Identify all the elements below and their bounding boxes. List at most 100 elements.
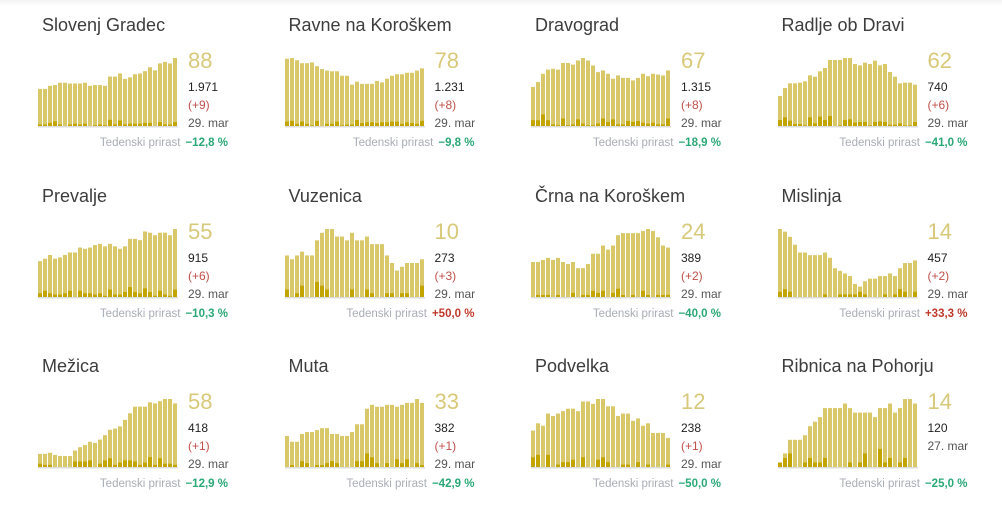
active-bar [340, 236, 344, 296]
active-bar [365, 236, 369, 296]
active-bar [290, 442, 294, 467]
new-cases-bar [636, 121, 640, 126]
active-bar [103, 246, 107, 297]
new-cases-bar [823, 294, 827, 297]
new-cases-bar [556, 465, 560, 467]
daily-increase: (+6) [928, 98, 950, 112]
new-cases-bar [128, 287, 132, 297]
active-bar [163, 62, 167, 126]
new-cases-bar [360, 461, 364, 467]
municipality-panel: Vuzenica 10 273 (+3) 29. mar Tedenski pr… [285, 181, 525, 346]
weekly-growth: Tedenski prirast+33,3 % [839, 308, 967, 320]
active-bar [641, 74, 645, 126]
new-cases-bar [300, 461, 304, 467]
growth-label: Tedenski prirast [839, 478, 920, 490]
new-cases-bar [591, 125, 595, 126]
new-cases-bar [143, 288, 147, 297]
new-cases-bar [813, 462, 817, 467]
date-label: 29. mar [188, 116, 229, 130]
new-cases-bar [350, 289, 354, 297]
active-bar [143, 231, 147, 297]
active-bar [531, 261, 535, 296]
active-bar [350, 85, 354, 126]
active-bar [410, 73, 414, 126]
new-cases-bar [828, 116, 832, 126]
panel-title: Črna na Koroškem [535, 186, 685, 207]
bar-chart [38, 54, 180, 128]
new-cases-bar [98, 124, 102, 126]
active-bar [168, 235, 172, 297]
new-cases-bar [153, 465, 157, 467]
active-bar [295, 60, 299, 126]
new-cases-bar [335, 463, 339, 467]
new-cases-bar [113, 124, 117, 126]
active-bar [370, 84, 374, 126]
active-bar [803, 435, 807, 467]
active-bar [536, 82, 540, 126]
active-bar [98, 440, 102, 467]
new-cases-bar [606, 462, 610, 467]
active-bar [345, 436, 349, 467]
new-cases-bar [400, 463, 404, 467]
active-bar [656, 237, 660, 297]
new-cases-bar [898, 289, 902, 297]
active-bar [888, 72, 892, 126]
active-cases: 58 [188, 389, 212, 415]
active-bar [571, 261, 575, 296]
new-cases-bar [863, 122, 867, 126]
active-bar [420, 403, 424, 467]
new-cases-bar [168, 295, 172, 296]
new-cases-bar [913, 291, 917, 296]
active-bar [295, 255, 299, 297]
active-bar [300, 63, 304, 126]
growth-value: −40,0 % [678, 308, 721, 320]
new-cases-bar [78, 124, 82, 126]
active-bar [656, 75, 660, 126]
active-cases: 67 [681, 48, 705, 74]
active-bar [833, 408, 837, 467]
active-bar [913, 260, 917, 297]
new-cases-bar [73, 462, 77, 467]
active-bar [636, 78, 640, 126]
new-cases-bar [365, 453, 369, 467]
x-axis-line [38, 297, 178, 299]
x-axis-line [531, 467, 671, 469]
active-bar [380, 407, 384, 467]
active-bar [133, 238, 137, 296]
new-cases-bar [596, 124, 600, 126]
new-cases-bar [661, 294, 665, 296]
growth-label: Tedenski prirast [100, 137, 181, 149]
new-cases-bar [646, 294, 650, 296]
new-cases-bar [778, 462, 782, 467]
active-bar [143, 71, 147, 126]
new-cases-bar [596, 292, 600, 296]
active-bar [626, 233, 630, 297]
active-bar [410, 403, 414, 467]
active-bar [295, 442, 299, 467]
new-cases-bar [290, 465, 294, 467]
new-cases-bar [621, 294, 625, 296]
active-bar [330, 229, 334, 297]
new-cases-bar [93, 125, 97, 126]
active-bar [290, 259, 294, 297]
panel-title: Prevalje [42, 186, 107, 207]
new-cases-bar [360, 123, 364, 126]
active-bar [68, 252, 72, 297]
new-cases-bar [601, 290, 605, 296]
active-bar [133, 407, 137, 467]
new-cases-bar [355, 461, 359, 467]
new-cases-bar [626, 121, 630, 126]
new-cases-bar [903, 458, 907, 467]
bar-chart [778, 54, 920, 128]
active-bar [108, 243, 112, 296]
municipality-panel: Dravograd 67 1.315 (+8) 29. mar Tedenski… [531, 10, 771, 175]
active-bar [53, 258, 57, 296]
active-bar [285, 59, 289, 126]
active-bar [385, 79, 389, 126]
active-bar [173, 229, 177, 297]
active-bar [375, 407, 379, 467]
new-cases-bar [78, 462, 82, 467]
new-cases-bar [133, 462, 137, 467]
new-cases-bar [788, 291, 792, 296]
new-cases-bar [853, 123, 857, 126]
